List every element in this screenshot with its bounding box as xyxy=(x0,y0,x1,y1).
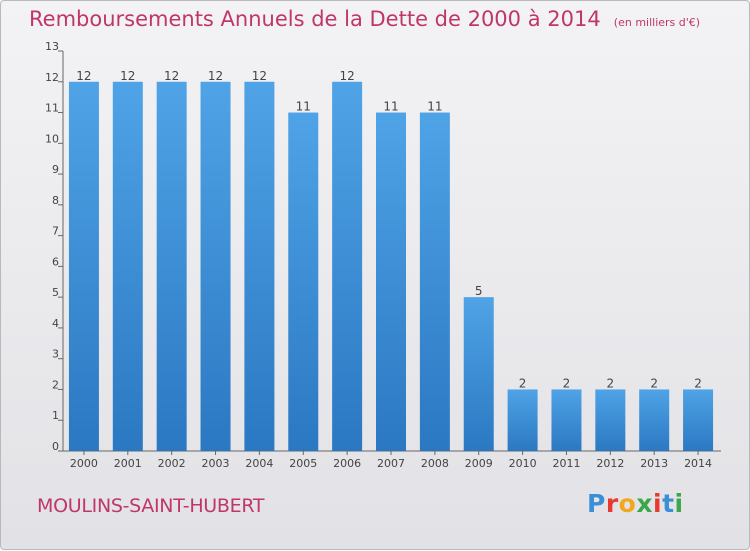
data-label: 11 xyxy=(296,100,311,114)
y-tick-label: 6 xyxy=(52,255,59,268)
bar xyxy=(463,297,494,451)
y-tick-label: 2 xyxy=(52,378,59,391)
bar xyxy=(419,112,450,452)
y-tick-label: 1 xyxy=(52,409,59,422)
data-label: 5 xyxy=(475,284,483,298)
bar xyxy=(507,389,538,451)
bar xyxy=(376,112,406,452)
data-label: 2 xyxy=(607,376,615,390)
x-tick-label: 2004 xyxy=(245,457,273,470)
x-tick-label: 2002 xyxy=(158,457,186,470)
bar xyxy=(200,81,231,452)
data-label: 12 xyxy=(76,69,91,83)
bar xyxy=(551,389,582,451)
x-tick-label: 2003 xyxy=(202,457,230,470)
data-label: 12 xyxy=(120,69,135,83)
chart-title: Remboursements Annuels de la Dette de 20… xyxy=(29,7,601,31)
logo-letter: i xyxy=(674,489,684,518)
logo-letter: x xyxy=(636,489,653,518)
y-tick-label: 4 xyxy=(52,317,59,330)
x-tick-label: 2011 xyxy=(552,457,580,470)
y-tick-label: 9 xyxy=(52,163,59,176)
bar xyxy=(332,81,363,452)
bar xyxy=(683,389,714,451)
x-tick-label: 2006 xyxy=(333,457,361,470)
logo-letter: o xyxy=(618,489,637,518)
bar xyxy=(595,389,626,451)
y-tick-label: 11 xyxy=(45,102,59,115)
logo-letter: i xyxy=(653,489,663,518)
y-tick-label: 12 xyxy=(45,71,59,84)
x-tick-label: 2012 xyxy=(596,457,624,470)
y-tick-label: 3 xyxy=(52,348,59,361)
bar xyxy=(112,81,143,452)
x-tick-label: 2010 xyxy=(509,457,537,470)
x-tick-label: 2008 xyxy=(421,457,449,470)
x-tick-label: 2009 xyxy=(465,457,493,470)
bar xyxy=(156,81,187,452)
x-tick-label: 2001 xyxy=(114,457,142,470)
y-tick-label: 5 xyxy=(52,286,59,299)
proxiti-logo: Proxiti xyxy=(587,489,684,518)
bar xyxy=(639,389,670,451)
logo-letter: r xyxy=(605,489,619,518)
data-label: 2 xyxy=(519,376,527,390)
bar xyxy=(244,81,275,452)
data-label: 11 xyxy=(383,100,398,114)
y-tick-label: 13 xyxy=(45,40,59,53)
logo-letter: P xyxy=(587,489,606,518)
x-tick-label: 2005 xyxy=(289,457,317,470)
bar xyxy=(288,112,319,452)
data-label: 2 xyxy=(694,376,702,390)
data-label: 2 xyxy=(650,376,658,390)
data-label: 12 xyxy=(164,69,179,83)
y-tick-label: 10 xyxy=(45,132,59,145)
y-tick-label: 0 xyxy=(52,440,59,453)
bar xyxy=(68,81,99,452)
chart-header: Remboursements Annuels de la Dette de 20… xyxy=(29,7,700,31)
data-label: 2 xyxy=(563,376,571,390)
data-label: 12 xyxy=(339,69,354,83)
x-tick-label: 2014 xyxy=(684,457,712,470)
data-label: 12 xyxy=(208,69,223,83)
x-tick-label: 2000 xyxy=(70,457,98,470)
x-tick-label: 2013 xyxy=(640,457,668,470)
logo-letter: t xyxy=(662,489,675,518)
data-label: 11 xyxy=(427,100,442,114)
commune-name: MOULINS-SAINT-HUBERT xyxy=(37,495,265,517)
chart-unit: (en milliers d'€) xyxy=(613,16,701,29)
x-tick-label: 2007 xyxy=(377,457,405,470)
data-label: 12 xyxy=(252,69,267,83)
y-tick-label: 8 xyxy=(52,194,59,207)
y-tick-label: 7 xyxy=(52,225,59,238)
